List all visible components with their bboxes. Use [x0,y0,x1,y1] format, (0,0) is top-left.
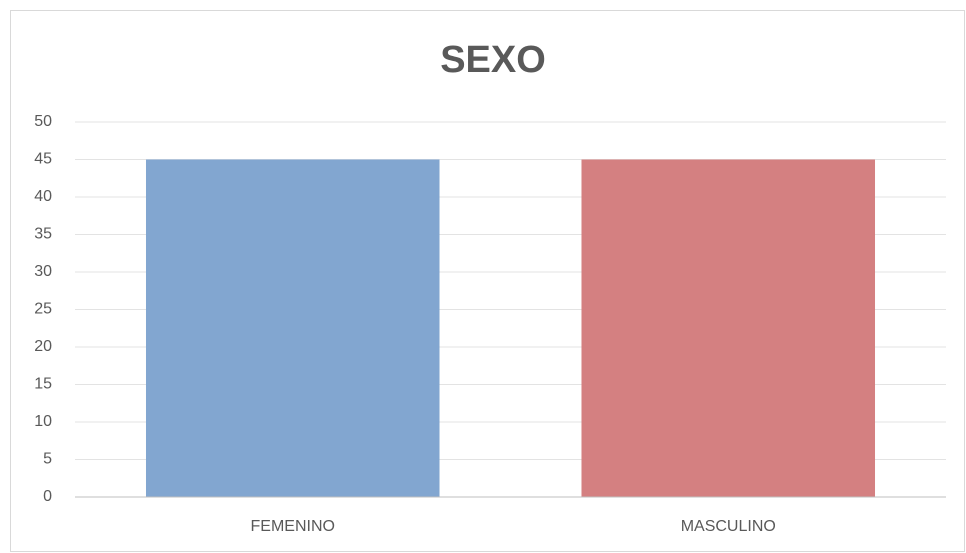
bar [145,159,440,497]
y-tick-label: 35 [34,226,52,243]
x-tick-label: MASCULINO [681,518,776,535]
chart-title: SEXO [440,39,546,81]
y-tick-label: 40 [34,188,52,205]
y-tick-label: 15 [34,376,52,393]
y-tick-label: 45 [34,151,52,168]
y-tick-label: 5 [43,451,52,468]
y-tick-label: 50 [34,113,52,130]
bar [581,159,876,497]
y-tick-label: 30 [34,263,52,280]
y-tick-label: 10 [34,413,52,430]
y-tick-label: 25 [34,301,52,318]
y-tick-label: 20 [34,338,52,355]
x-tick-label: FEMENINO [251,518,335,535]
y-tick-label: 0 [43,488,52,505]
